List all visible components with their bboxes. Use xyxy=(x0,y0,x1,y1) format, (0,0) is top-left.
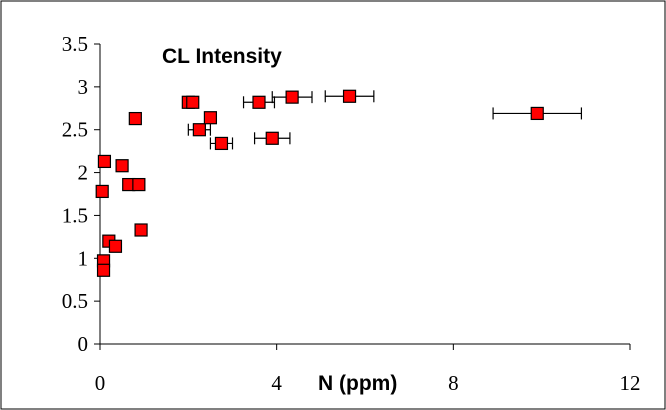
x-axis-label: N (ppm) xyxy=(318,372,397,395)
data-point xyxy=(252,95,266,109)
data-point xyxy=(285,90,299,104)
y-tick-label: 0 xyxy=(78,332,89,356)
x-tick-label: 12 xyxy=(620,371,641,395)
data-point xyxy=(192,123,206,137)
data-point xyxy=(203,111,218,125)
data-point xyxy=(186,95,200,109)
y-tick-label: 1.5 xyxy=(62,203,88,227)
data-point xyxy=(95,184,109,199)
y-tick-label: 3.5 xyxy=(62,32,88,56)
data-point xyxy=(530,106,544,121)
data-point xyxy=(342,89,357,103)
y-tick-label: 0.5 xyxy=(62,289,88,313)
data-point xyxy=(265,131,279,145)
x-tick-label: 0 xyxy=(95,371,106,395)
y-tick-label: 1 xyxy=(78,246,89,270)
data-point xyxy=(134,223,148,237)
data-point xyxy=(128,111,142,126)
x-tick-label: 4 xyxy=(271,371,282,395)
data-point xyxy=(115,159,129,173)
chart-title: CL Intensity xyxy=(162,45,282,68)
data-points xyxy=(95,89,544,277)
data-point xyxy=(96,263,111,277)
ticks: 0 0.5 1 1.5 2 2.5 3 3.5 0 4 8 12 xyxy=(62,32,641,395)
data-point xyxy=(108,239,123,253)
x-tick-label: 8 xyxy=(448,371,459,395)
y-tick-label: 2 xyxy=(78,161,89,185)
data-point xyxy=(97,154,112,169)
data-point xyxy=(214,136,229,151)
y-tick-label: 3 xyxy=(78,75,89,99)
y-tick-label: 2.5 xyxy=(62,118,88,142)
data-point xyxy=(132,177,146,192)
